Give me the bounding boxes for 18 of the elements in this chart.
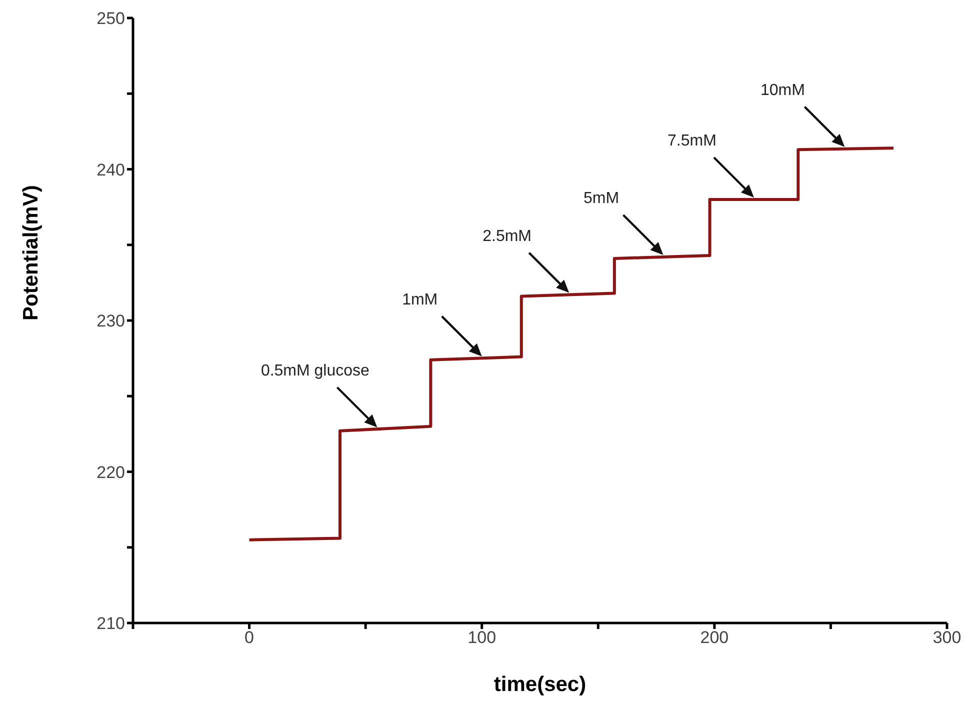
x-tick-label: 100 — [468, 628, 496, 648]
annotation: 7.5mM — [668, 132, 716, 150]
y-tick-label: 240 — [96, 160, 125, 180]
y-tick-label: 230 — [96, 312, 125, 331]
line-series — [248, 146, 896, 542]
annotation: 10mM — [760, 82, 805, 99]
y-axis-title: Potential(mV) — [19, 185, 42, 320]
annotation: 2.5mM — [482, 228, 532, 245]
y-tick-label: 210 — [96, 614, 125, 634]
annotation: 1mM — [402, 291, 438, 308]
y-tick-label: 220 — [96, 462, 125, 482]
annotation: 5mM — [583, 190, 620, 207]
x-tick-label: 200 — [700, 628, 729, 648]
x-axis-title: time(sec) — [494, 673, 586, 696]
annotation: 0.5mM glucose — [260, 362, 370, 380]
y-tick-label: 250 — [96, 9, 125, 28]
x-tick-label: 0 — [244, 628, 254, 648]
x-tick-label: 300 — [932, 628, 962, 648]
